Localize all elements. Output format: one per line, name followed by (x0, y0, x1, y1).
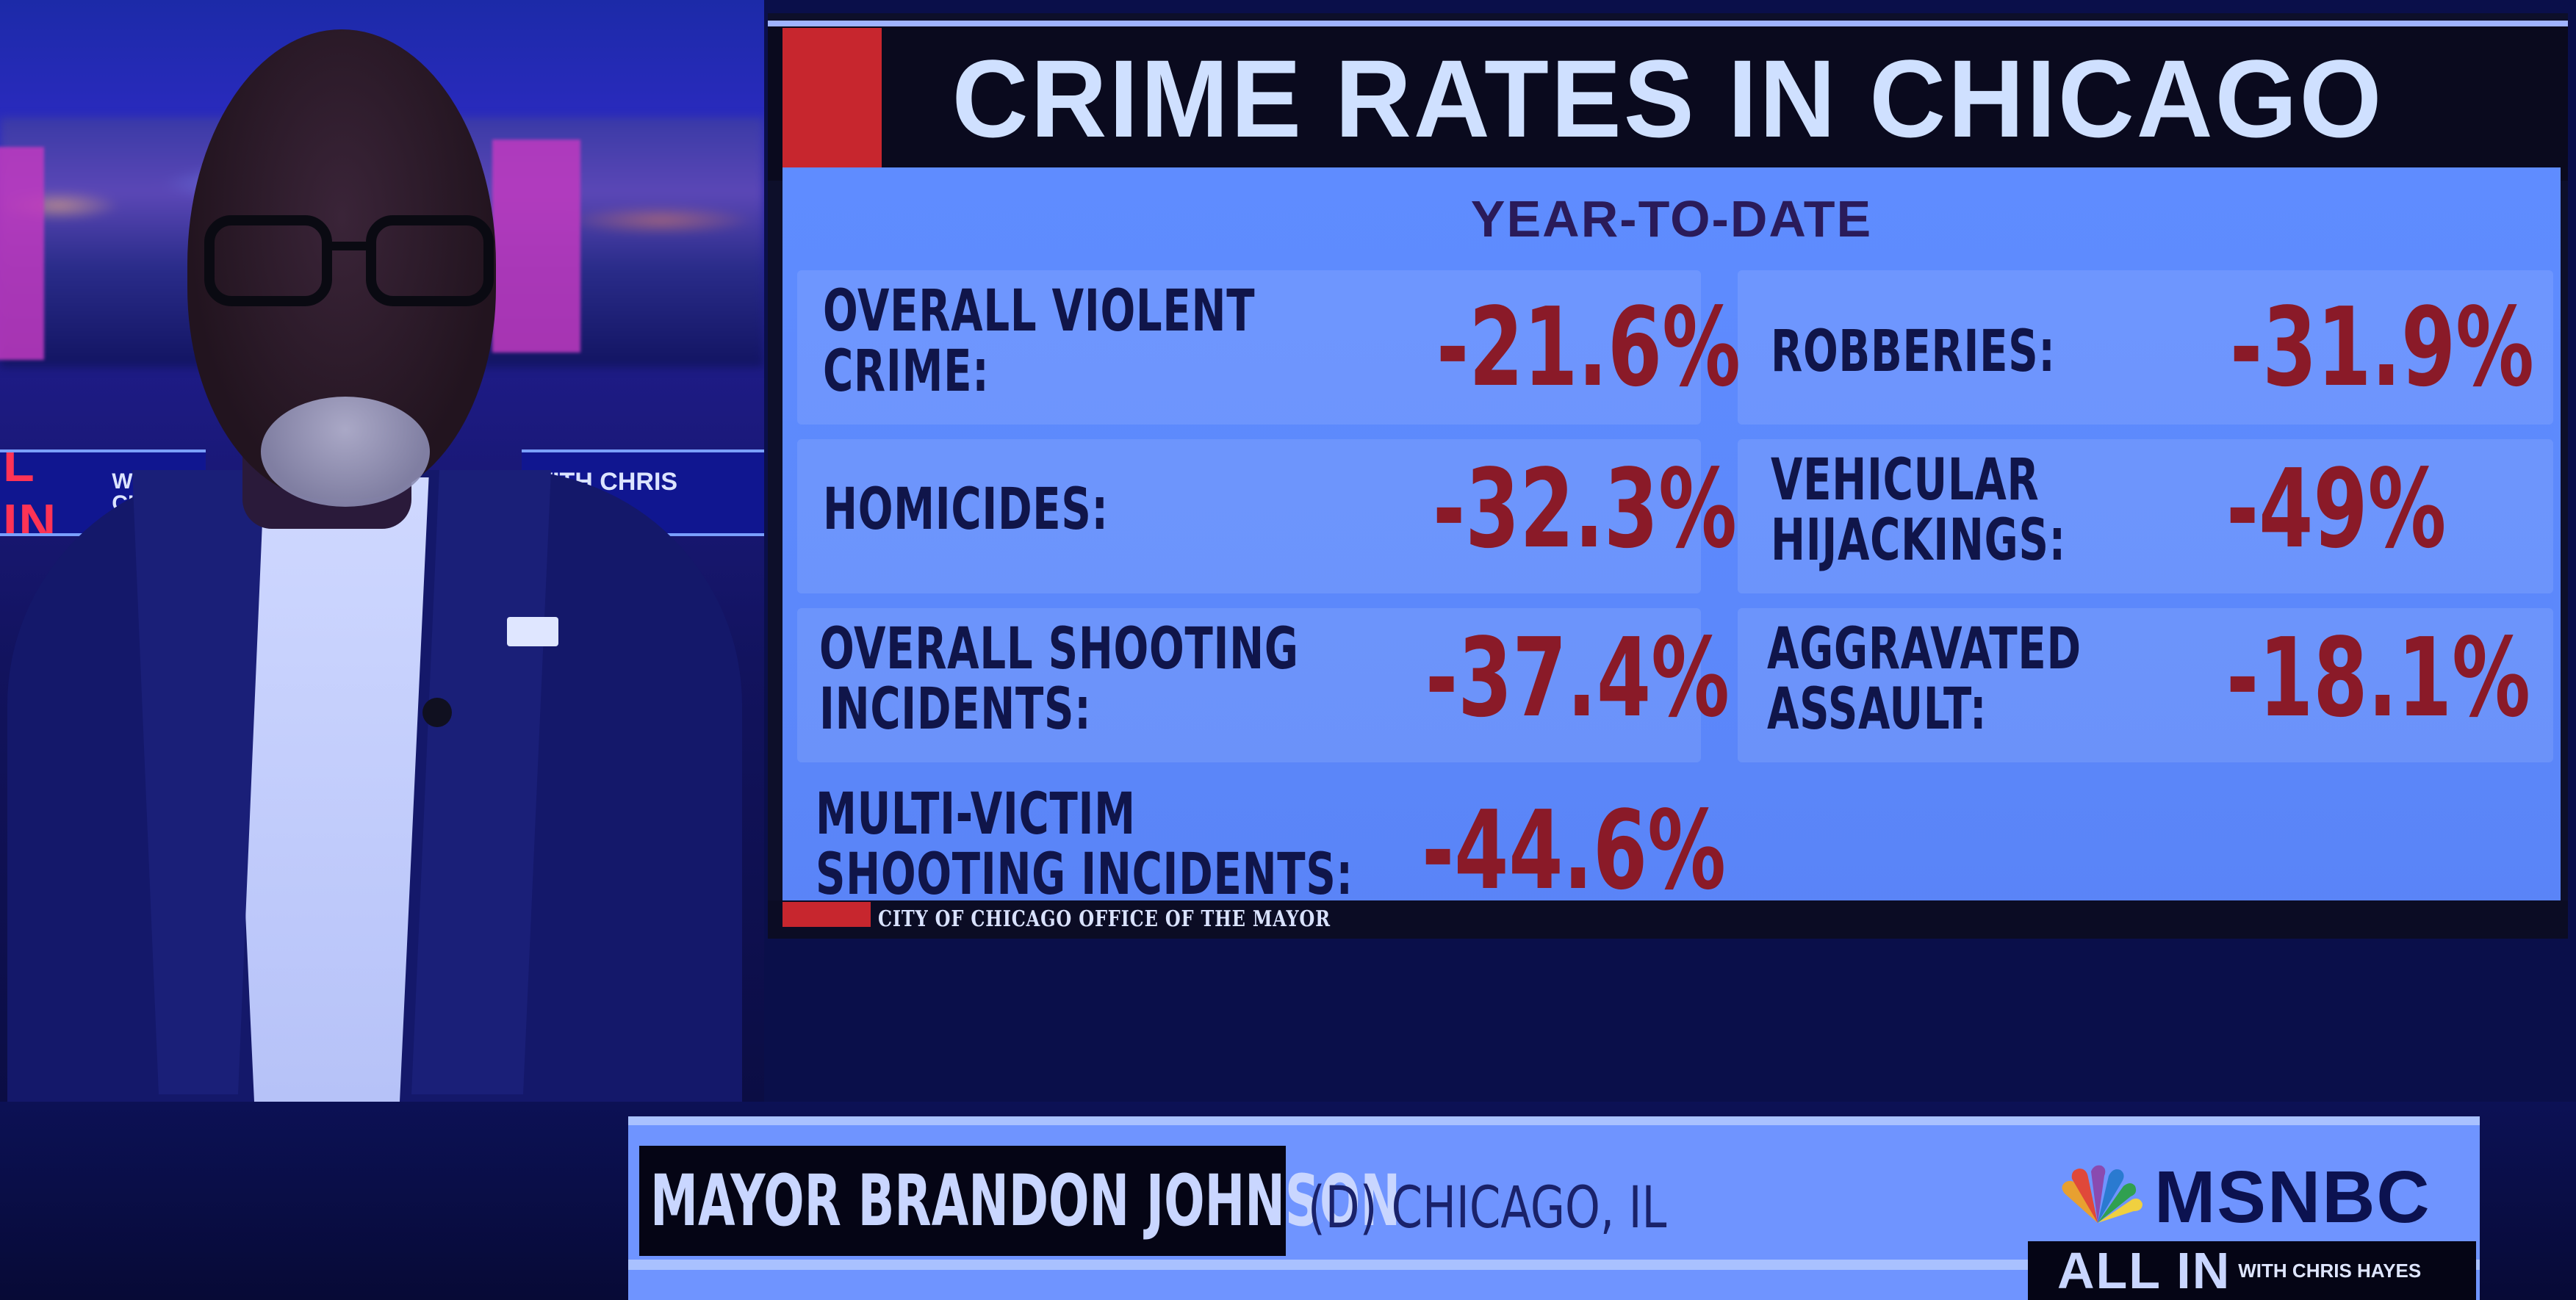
show-logo-bottom-main: ALL IN (2057, 1242, 2231, 1299)
stat-value-overall-violent-crime: -21.6% (1436, 284, 1741, 411)
guest-name: MAYOR BRANDON JOHNSON (650, 1160, 1401, 1242)
network-name: MSNBC (2154, 1155, 2431, 1238)
lapel-pin (507, 617, 558, 646)
stat-value-overall-shooting-incidents: -37.4% (1425, 615, 1730, 741)
stat-label-aggravated-assault: AGGRAVATED ASSAULT: (1767, 616, 2082, 743)
camera-feed: L IN WITH CH WITH CHRIS HAYES (0, 0, 764, 1102)
network-logo: MSNBC (2050, 1155, 2431, 1238)
glasses-icon (204, 215, 494, 306)
stat-value-aggravated-assault: -18.1% (2226, 615, 2530, 741)
lower-third-rule (628, 1260, 2480, 1270)
source-accent-block (782, 902, 871, 927)
stat-value-robberies: -31.9% (2230, 284, 2534, 411)
stat-label-overall-violent-crime: OVERALL VIOLENT CRIME: (823, 278, 1256, 405)
nbc-peacock-icon (2062, 1165, 2143, 1223)
row-background (1738, 439, 2553, 593)
show-logo-bottom: ALL IN WITH CHRIS HAYES (2028, 1241, 2476, 1300)
row-background (1738, 270, 2553, 425)
row-background (797, 439, 1701, 593)
graphic-source: CITY OF CHICAGO OFFICE OF THE MAYOR (878, 906, 1331, 932)
studio-light-panel (492, 140, 580, 353)
lavalier-mic-icon (422, 698, 452, 727)
stat-label-overall-shooting-incidents: OVERALL SHOOTING INCIDENTS: (819, 616, 1299, 743)
show-logo-main: L IN (3, 449, 57, 536)
row-background (797, 270, 1701, 425)
show-logo-bottom-with: WITH CHRIS HAYES (2238, 1260, 2422, 1282)
stat-label-vehicular-hijackings: VEHICULAR HIJACKINGS: (1771, 447, 2066, 574)
row-background (1738, 608, 2553, 762)
source-strip (768, 900, 2568, 939)
crime-stats-graphic: CRIME RATES IN CHICAGO YEAR-TO-DATE OVER… (768, 13, 2568, 939)
graphic-title: CRIME RATES IN CHICAGO (951, 37, 2384, 160)
row-background (797, 608, 1701, 762)
graphic-subtitle: YEAR-TO-DATE (1470, 190, 1873, 248)
lower-third-name-box (639, 1146, 1286, 1256)
stat-value-multi-victim-shooting-incidents: -44.6% (1422, 787, 1726, 914)
stat-value-homicides: -32.3% (1433, 446, 1737, 572)
stat-value-vehicular-hijackings: -49% (2226, 446, 2447, 572)
graphic-title-bar (768, 21, 2568, 181)
stat-label-robberies: ROBBERIES: (1771, 319, 2056, 385)
stat-label-homicides: HOMICIDES: (823, 477, 1109, 543)
graphic-content: YEAR-TO-DATE OVERALL VIOLENT CRIME: -21.… (782, 167, 2561, 920)
beard (261, 397, 430, 507)
mayor-on-camera (0, 0, 764, 1102)
studio-light-panel (0, 147, 44, 360)
lapel-right (411, 470, 551, 1094)
stat-label-multi-victim-shooting-incidents: MULTI-VICTIM SHOOTING INCIDENTS: (816, 781, 1353, 908)
guest-affiliation: (D) CHICAGO, IL (1308, 1175, 1667, 1241)
title-accent-block (782, 28, 882, 171)
